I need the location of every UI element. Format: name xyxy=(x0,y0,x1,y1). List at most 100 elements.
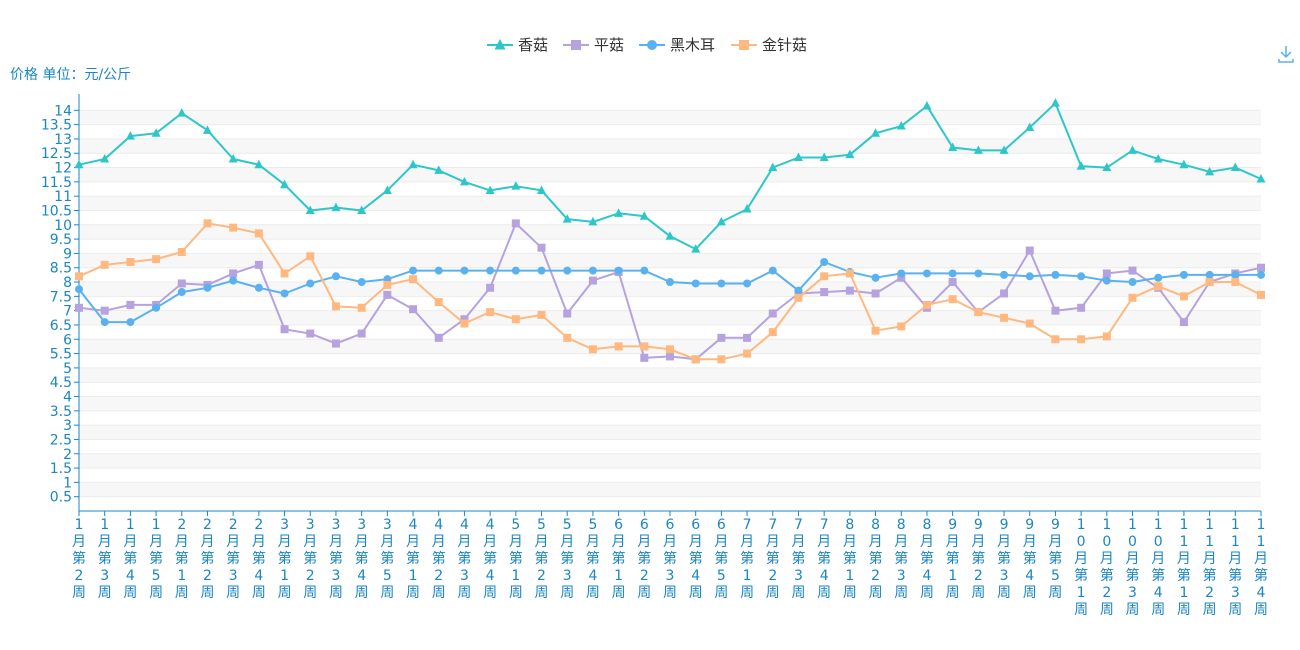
data-point[interactable] xyxy=(768,266,777,275)
data-point[interactable] xyxy=(75,303,83,312)
data-point[interactable] xyxy=(152,255,161,264)
data-point[interactable] xyxy=(383,290,392,299)
data-point[interactable] xyxy=(768,328,777,337)
data-point[interactable] xyxy=(280,289,289,298)
data-point[interactable] xyxy=(948,295,957,304)
data-point[interactable] xyxy=(382,185,392,194)
data-point[interactable] xyxy=(922,300,931,309)
data-point[interactable] xyxy=(562,214,572,223)
data-point[interactable] xyxy=(691,355,700,364)
data-point[interactable] xyxy=(100,153,110,163)
data-point[interactable] xyxy=(1257,263,1265,272)
data-point[interactable] xyxy=(511,181,521,190)
data-point[interactable] xyxy=(614,342,623,351)
data-point[interactable] xyxy=(973,145,983,154)
data-point[interactable] xyxy=(640,353,649,362)
data-point[interactable] xyxy=(1077,335,1086,344)
data-point[interactable] xyxy=(125,131,135,140)
data-point[interactable] xyxy=(563,266,572,275)
data-point[interactable] xyxy=(1025,246,1034,255)
data-point[interactable] xyxy=(228,153,238,163)
data-point[interactable] xyxy=(871,289,880,298)
data-point[interactable] xyxy=(742,204,752,213)
data-point[interactable] xyxy=(202,125,212,134)
data-point[interactable] xyxy=(1128,293,1137,302)
data-point[interactable] xyxy=(1230,162,1240,172)
data-point[interactable] xyxy=(820,288,829,297)
data-point[interactable] xyxy=(383,280,392,289)
data-point[interactable] xyxy=(1000,270,1009,279)
data-point[interactable] xyxy=(1205,278,1214,287)
data-point[interactable] xyxy=(588,216,598,226)
data-point[interactable] xyxy=(177,247,186,256)
legend-item-香菇[interactable]: 香菇 xyxy=(487,36,548,54)
data-point[interactable] xyxy=(254,229,263,238)
data-point[interactable] xyxy=(743,333,752,342)
data-point[interactable] xyxy=(1205,270,1214,279)
data-point[interactable] xyxy=(897,269,906,278)
data-point[interactable] xyxy=(1076,161,1086,170)
data-point[interactable] xyxy=(691,244,701,253)
data-point[interactable] xyxy=(280,179,290,189)
data-point[interactable] xyxy=(100,318,109,327)
data-point[interactable] xyxy=(948,142,958,152)
data-point[interactable] xyxy=(1000,289,1009,298)
data-point[interactable] xyxy=(845,286,854,295)
data-point[interactable] xyxy=(306,279,315,288)
data-point[interactable] xyxy=(588,276,597,285)
data-point[interactable] xyxy=(511,219,520,228)
data-point[interactable] xyxy=(1179,318,1188,327)
data-point[interactable] xyxy=(1025,319,1034,328)
data-point[interactable] xyxy=(819,152,829,162)
data-point[interactable] xyxy=(820,258,829,266)
data-point[interactable] xyxy=(1025,272,1034,281)
data-point[interactable] xyxy=(1128,278,1137,287)
data-point[interactable] xyxy=(177,108,187,117)
data-point[interactable] xyxy=(126,318,135,327)
data-point[interactable] xyxy=(485,185,495,194)
data-point[interactable] xyxy=(1077,272,1086,281)
data-point[interactable] xyxy=(563,333,572,342)
data-point[interactable] xyxy=(1077,303,1086,312)
data-point[interactable] xyxy=(743,279,752,288)
legend-item-平菇[interactable]: 平菇 xyxy=(563,36,624,54)
data-point[interactable] xyxy=(922,269,931,278)
data-point[interactable] xyxy=(75,272,83,281)
data-point[interactable] xyxy=(897,273,906,282)
data-point[interactable] xyxy=(666,345,674,354)
data-point[interactable] xyxy=(254,260,263,269)
data-point[interactable] xyxy=(537,266,546,275)
data-point[interactable] xyxy=(1179,270,1188,279)
data-point[interactable] xyxy=(897,322,906,331)
data-point[interactable] xyxy=(974,269,983,278)
data-point[interactable] xyxy=(434,165,444,174)
data-point[interactable] xyxy=(1179,292,1188,301)
data-point[interactable] xyxy=(1102,269,1111,278)
data-point[interactable] xyxy=(1128,145,1138,154)
legend[interactable]: 香菇 平菇 黑木耳 金针菇 xyxy=(487,36,807,54)
data-point[interactable] xyxy=(845,149,855,159)
data-point[interactable] xyxy=(486,308,495,317)
data-point[interactable] xyxy=(948,278,957,287)
data-point[interactable] xyxy=(305,205,315,214)
data-point[interactable] xyxy=(1051,306,1060,315)
data-point[interactable] xyxy=(666,278,674,287)
data-point[interactable] xyxy=(640,266,649,275)
data-point[interactable] xyxy=(152,303,161,312)
data-point[interactable] xyxy=(74,159,84,169)
data-point[interactable] xyxy=(1025,122,1035,131)
data-point[interactable] xyxy=(357,205,367,214)
data-point[interactable] xyxy=(434,333,443,342)
data-point[interactable] xyxy=(717,355,726,364)
data-point[interactable] xyxy=(896,121,906,130)
data-point[interactable] xyxy=(151,128,161,137)
data-point[interactable] xyxy=(666,352,674,361)
data-point[interactable] xyxy=(999,145,1009,154)
data-point[interactable] xyxy=(588,345,597,354)
data-point[interactable] xyxy=(871,273,880,282)
data-point[interactable] xyxy=(486,266,495,275)
legend-item-金针菇[interactable]: 金针菇 xyxy=(731,36,807,54)
data-point[interactable] xyxy=(614,208,624,217)
data-point[interactable] xyxy=(1102,276,1111,285)
data-point[interactable] xyxy=(1256,174,1266,183)
